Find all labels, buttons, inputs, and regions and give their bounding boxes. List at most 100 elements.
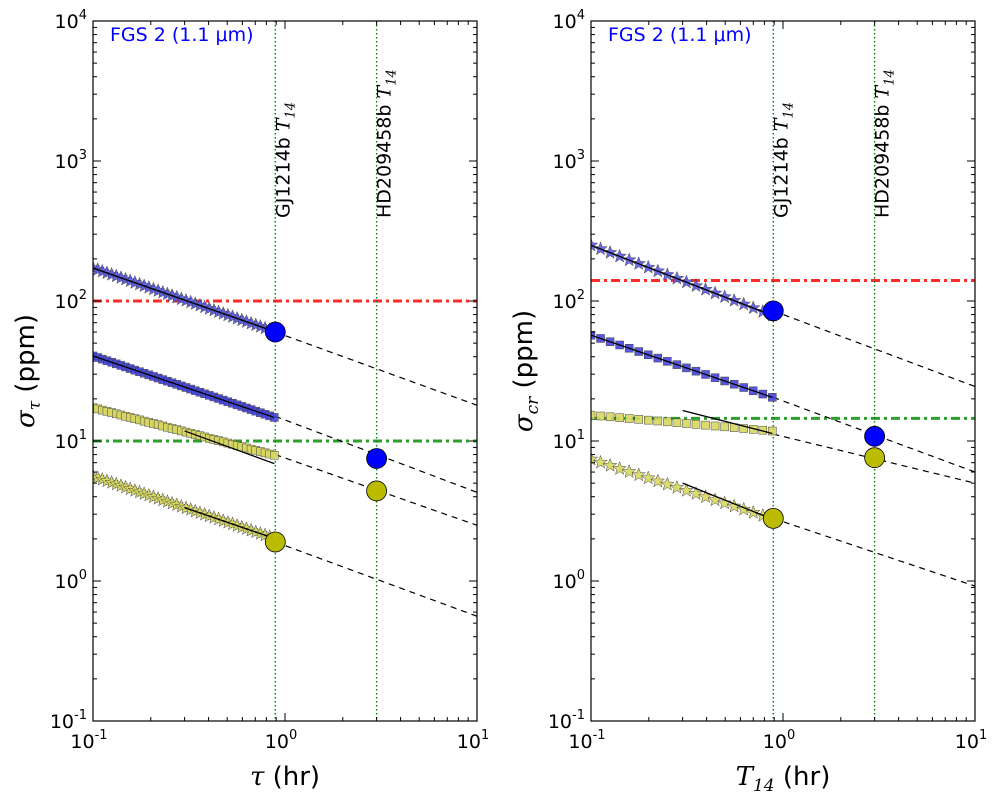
tick-exponent: 1 — [979, 728, 987, 743]
vline-label-subscript: 14 — [385, 69, 400, 86]
y-tick-label: 103 — [55, 148, 87, 173]
vline-label-symbol: T — [272, 117, 294, 131]
big-point-3 — [264, 531, 286, 553]
y-axis-symbol: σ — [509, 413, 539, 432]
square-marker — [768, 426, 777, 436]
tick-base: 10 — [55, 11, 79, 33]
fit-line — [93, 267, 275, 333]
tick-exponent: 3 — [79, 148, 87, 163]
star-marker — [591, 451, 599, 466]
star-marker — [612, 460, 627, 475]
big-point-3 — [762, 507, 784, 529]
vline-label-symbol: T — [374, 84, 396, 98]
star-marker — [621, 464, 637, 479]
square-marker — [644, 415, 653, 425]
y-axis-unit: (ppm) — [509, 310, 539, 397]
x-tick-label: 100 — [265, 728, 297, 753]
series-yellow-stars — [591, 451, 780, 526]
star-marker — [593, 454, 608, 469]
extrapolation-line-3 — [773, 517, 975, 587]
tick-base: 10 — [553, 571, 577, 593]
series-blue-squares — [591, 330, 777, 402]
tick-exponent: 4 — [577, 8, 585, 23]
vline-label-name: GJ1214b — [770, 131, 792, 218]
square-marker — [634, 415, 643, 424]
tick-exponent: 3 — [577, 148, 585, 163]
tick-exponent: -1 — [74, 708, 87, 723]
x-tick-label: 101 — [457, 728, 489, 753]
square-marker — [682, 419, 691, 428]
vline-label-symbol: T — [872, 84, 894, 98]
tick-exponent: 1 — [79, 428, 87, 443]
x-tick-label: 101 — [955, 728, 987, 753]
y-axis-label: σcr (ppm) — [509, 310, 543, 432]
x-axis-symbol: τ — [250, 762, 265, 792]
tick-base: 10 — [553, 431, 577, 453]
square-marker — [691, 420, 701, 429]
fit-line — [682, 482, 773, 520]
series-blue-stars — [93, 260, 282, 338]
tick-base: 10 — [55, 151, 79, 173]
x-tick-label: 10-1 — [70, 728, 107, 753]
fit-line — [591, 244, 773, 316]
tick-base: 10 — [553, 291, 577, 313]
vline-label-name: HD209458b — [374, 98, 396, 218]
y-tick-label: 10-1 — [548, 708, 585, 733]
y-tick-label: 104 — [55, 8, 87, 33]
square-marker — [591, 410, 596, 420]
square-marker — [270, 451, 279, 460]
square-marker — [663, 417, 672, 427]
x-tick-label: 10-1 — [568, 728, 605, 753]
star-marker — [591, 237, 599, 252]
y-tick-label: 10-1 — [50, 708, 87, 733]
star-marker — [688, 486, 704, 500]
series-blue-stars — [591, 237, 780, 322]
tick-base: 10 — [568, 731, 592, 753]
tick-exponent: 0 — [79, 568, 87, 583]
y-axis-label: στ (ppm) — [11, 314, 45, 428]
tick-base: 10 — [548, 711, 572, 733]
star-marker — [602, 457, 618, 472]
panel-title: FGS 2 (1.1 μm) — [110, 24, 254, 46]
tick-base: 10 — [50, 711, 74, 733]
vline-label-0: GJ1214b T14 — [272, 102, 298, 218]
star-marker — [679, 482, 694, 497]
star-marker — [717, 495, 732, 510]
square-marker — [672, 418, 682, 427]
extrapolation-line-1 — [773, 396, 975, 473]
plot-area — [591, 21, 975, 721]
tick-exponent: -1 — [572, 708, 585, 723]
x-axis-unit: (hr) — [264, 762, 320, 792]
star-marker — [736, 501, 752, 516]
y-axis-unit: (ppm) — [11, 314, 41, 401]
square-marker — [710, 421, 720, 431]
vline-label-1: HD209458b T14 — [374, 69, 400, 218]
tick-exponent: 2 — [577, 288, 585, 303]
vline-label-0: GJ1214b T14 — [770, 102, 796, 218]
y-tick-label: 104 — [553, 8, 585, 33]
star-marker — [631, 467, 647, 482]
star-marker — [726, 498, 742, 513]
tick-base: 10 — [553, 11, 577, 33]
star-marker — [660, 476, 675, 491]
big-point-2 — [366, 480, 388, 502]
tick-base: 10 — [265, 731, 289, 753]
x-tick-label: 100 — [763, 728, 795, 753]
square-marker — [596, 411, 605, 421]
y-axis-subscript: cr — [523, 396, 543, 415]
star-marker — [640, 470, 656, 485]
y-tick-label: 102 — [553, 288, 585, 313]
y-tick-label: 103 — [553, 148, 585, 173]
big-point-2 — [864, 447, 886, 469]
tick-base: 10 — [553, 151, 577, 173]
y-axis-subscript: τ — [25, 400, 45, 410]
tick-exponent: 1 — [577, 428, 585, 443]
x-axis-label: T14 (hr) — [736, 762, 831, 796]
square-marker — [701, 420, 710, 430]
y-axis-symbol: σ — [11, 409, 41, 428]
x-axis-subscript: 14 — [753, 776, 775, 796]
tick-exponent: 1 — [481, 728, 489, 743]
series-yellow-squares — [93, 403, 279, 465]
